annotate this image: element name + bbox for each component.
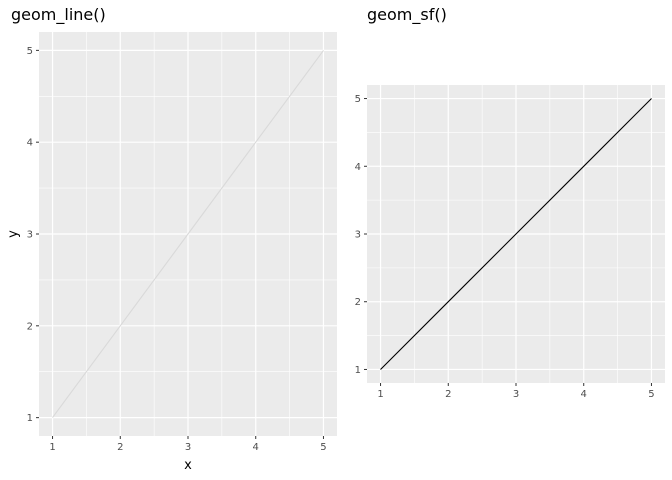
chart-panel-2: geom_sf() 1 2 3 4 5 1 2 3 4 5 (355, 5, 665, 400)
y-tick-label: 5 (27, 46, 33, 57)
y-tick-label: 1 (27, 413, 33, 424)
x-tick-label: 5 (320, 442, 326, 453)
y-axis-label: y (6, 230, 21, 238)
y-tick-label: 3 (27, 230, 33, 241)
series-line (52, 50, 324, 418)
y-tick-label: 2 (355, 297, 361, 308)
y-tick-label: 5 (355, 94, 361, 105)
x-tick-label: 2 (117, 442, 123, 453)
x-tick-label: 1 (377, 389, 383, 400)
y-tick-label: 1 (355, 365, 361, 376)
y-tick-label: 3 (355, 230, 361, 241)
x-tick-label: 1 (49, 442, 55, 453)
series-line (380, 98, 652, 370)
y-tick-label: 4 (355, 162, 361, 173)
x-tick-label: 5 (648, 389, 654, 400)
chart-panel-1: geom_line() 1 2 3 4 5 1 2 3 4 5 x y (6, 5, 337, 473)
x-tick-label: 4 (253, 442, 259, 453)
chart-title: geom_sf() (367, 5, 447, 25)
x-axis-label: x (184, 458, 192, 473)
y-tick-label: 4 (27, 138, 33, 149)
chart-title: geom_line() (11, 5, 106, 25)
x-tick-label: 3 (185, 442, 191, 453)
x-tick-label: 3 (513, 389, 519, 400)
x-tick-label: 4 (581, 389, 587, 400)
y-tick-label: 2 (27, 321, 33, 332)
x-tick-label: 2 (445, 389, 451, 400)
